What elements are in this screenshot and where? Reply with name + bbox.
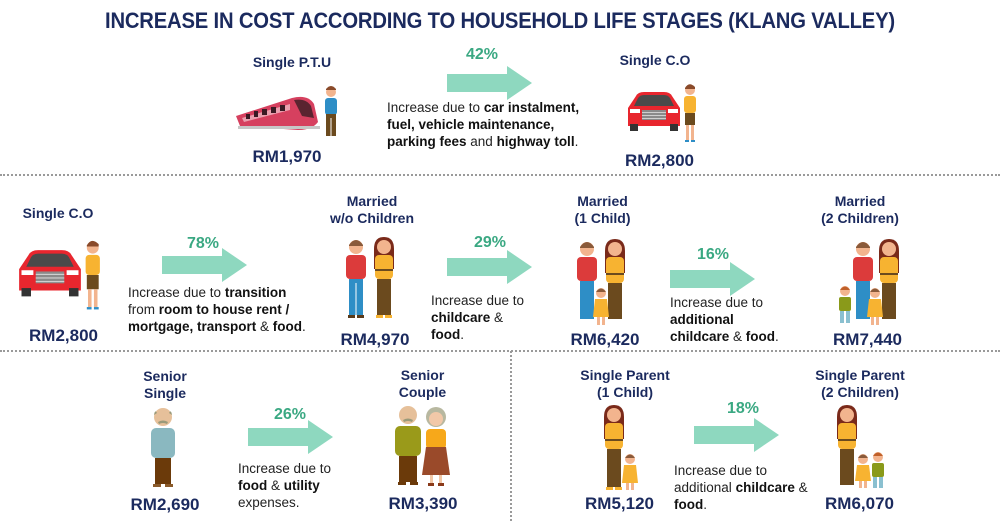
single-parent-one-child-icon — [604, 405, 638, 490]
arrow-right-icon — [447, 66, 532, 100]
senior-man-icon — [151, 408, 175, 487]
increase-reason-16: Increase due to additional childcare & f… — [670, 295, 779, 344]
percent-increase-26: 26% — [273, 406, 307, 423]
increase-reason-78: Increase due to transition from room to … — [128, 285, 306, 334]
stage-price-single-parent-two-children: RM6,070 — [825, 494, 894, 513]
increase-reason-29: Increase due to childcare & food. — [431, 293, 525, 342]
stage-price-married-no-children: RM4,970 — [340, 330, 410, 349]
page-title: INCREASE IN COST ACCORDING TO HOUSEHOLD … — [105, 8, 895, 33]
stage-price-senior-single: RM2,690 — [130, 495, 200, 514]
car-and-man-icon — [628, 84, 696, 142]
stage-price-single-parent-one-child: RM5,120 — [585, 494, 654, 513]
percent-increase-29: 29% — [473, 234, 507, 251]
stage-label-single-co-2: Single C.O — [22, 205, 94, 221]
arrow-right-icon — [447, 250, 532, 284]
stage-label-single-parent-two-children: Single Parent (2 Children) — [815, 367, 905, 400]
increase-reason-row1: Increase due to car instalment, fuel, ve… — [387, 100, 580, 149]
stage-label-married-no-children: Married w/o Children — [330, 193, 414, 226]
stage-label-married-one-child: Married (1 Child) — [574, 193, 631, 226]
increase-reason-18: Increase due to additional childcare & f… — [674, 463, 808, 512]
train-and-man-icon — [236, 86, 337, 136]
stage-price-single-co-2: RM2,800 — [29, 326, 98, 345]
stage-price-married-two-children: RM7,440 — [833, 330, 902, 349]
arrow-right-icon — [248, 420, 333, 454]
percent-increase-42: 42% — [465, 46, 499, 63]
arrow-right-icon — [670, 262, 755, 296]
percent-increase-78: 78% — [186, 235, 220, 252]
car-and-man-icon — [19, 240, 100, 310]
stage-price-single-co: RM2,800 — [625, 151, 694, 170]
arrow-right-icon — [694, 418, 779, 452]
family-two-children-icon — [839, 239, 899, 325]
stage-label-married-two-children: Married (2 Children) — [821, 193, 899, 226]
stage-label-single-parent-one-child: Single Parent (1 Child) — [580, 367, 670, 400]
stage-label-single-ptu: Single P.T.U — [252, 54, 332, 70]
stage-price-single-ptu: RM1,970 — [252, 147, 322, 166]
family-one-child-icon — [577, 239, 625, 325]
row-divider — [0, 174, 1000, 176]
percent-increase-16: 16% — [696, 246, 730, 263]
single-parent-two-children-icon — [837, 405, 884, 488]
increase-reason-26: Increase due to food & utility expenses. — [238, 461, 332, 510]
senior-couple-icon — [395, 406, 450, 486]
percent-increase-18: 18% — [726, 400, 760, 417]
stage-label-senior-couple: Senior Couple — [398, 367, 447, 400]
arrow-right-icon — [162, 248, 247, 282]
stage-label-senior-single: Senior Single — [143, 368, 187, 401]
stage-price-senior-couple: RM3,390 — [388, 494, 458, 513]
column-divider — [510, 351, 512, 521]
couple-icon — [346, 237, 394, 318]
row-divider — [0, 350, 1000, 352]
stage-label-single-co: Single C.O — [619, 52, 691, 68]
stage-price-married-one-child: RM6,420 — [570, 330, 640, 349]
